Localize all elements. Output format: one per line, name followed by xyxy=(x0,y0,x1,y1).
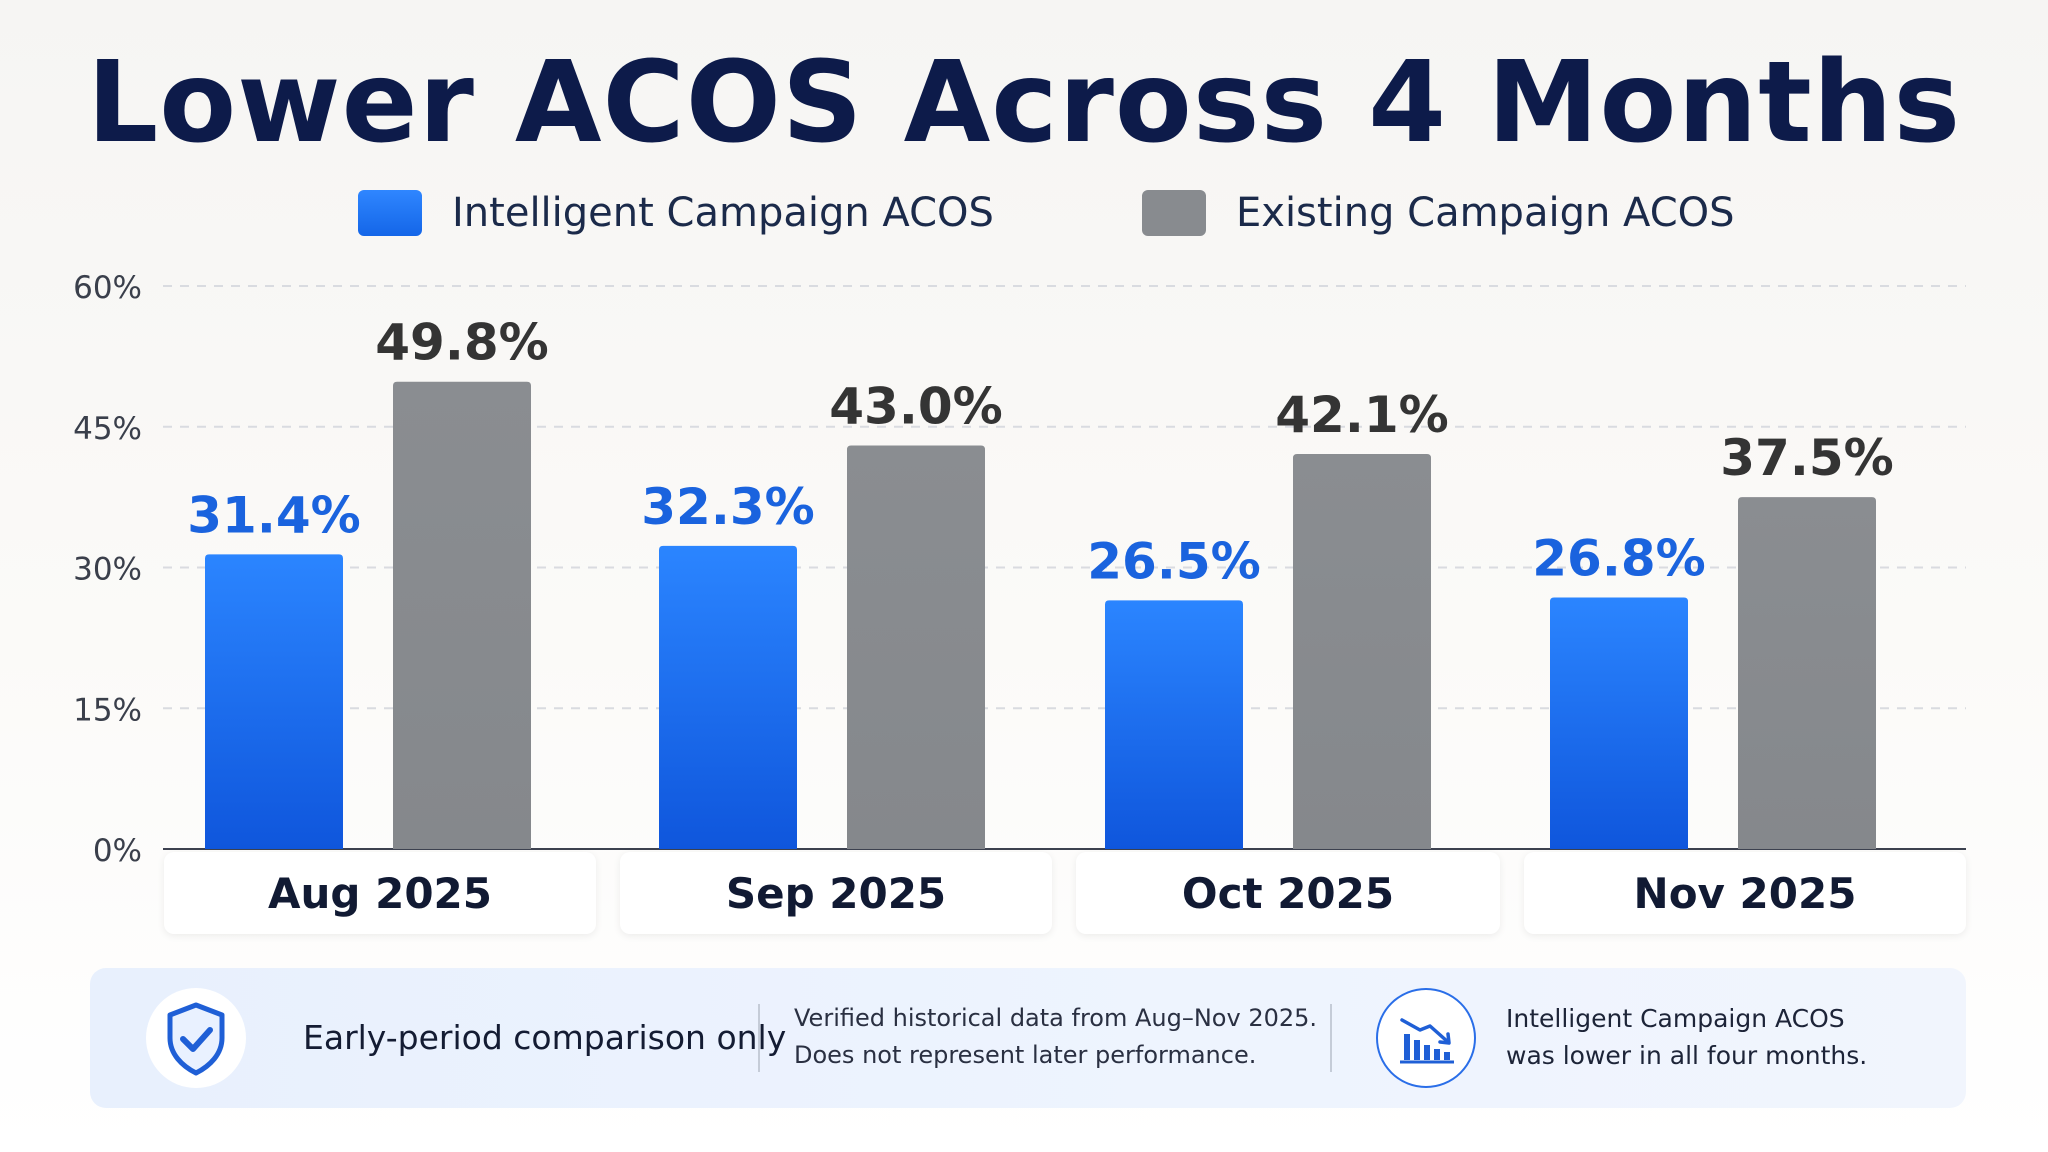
footer-note-line: Does not represent later performance. xyxy=(794,1041,1257,1069)
bar-existing xyxy=(1293,453,1431,849)
bar-intelligent xyxy=(659,545,797,849)
y-tick-label: 45% xyxy=(73,411,142,447)
legend-swatch-existing xyxy=(1142,190,1206,236)
legend-item-intelligent: Intelligent Campaign ACOS xyxy=(358,186,994,240)
data-label-existing: 42.1% xyxy=(1275,386,1448,444)
data-label-intelligent: 26.5% xyxy=(1087,532,1260,590)
data-label-intelligent: 26.8% xyxy=(1532,530,1705,588)
legend-item-existing: Existing Campaign ACOS xyxy=(1142,186,1735,240)
category-box-sep-2025: Sep 2025 xyxy=(620,852,1052,934)
shield-check-icon xyxy=(167,1002,225,1076)
data-label-existing: 37.5% xyxy=(1720,429,1893,487)
footer-summary-text: Intelligent Campaign ACOS was lower in a… xyxy=(1506,1000,1867,1074)
bar-intelligent xyxy=(1105,600,1243,849)
legend-label-existing: Existing Campaign ACOS xyxy=(1236,190,1735,236)
bar-intelligent xyxy=(205,554,343,849)
legend-label-intelligent: Intelligent Campaign ACOS xyxy=(452,190,994,236)
footer-note-text: Verified historical data from Aug–Nov 20… xyxy=(794,1000,1317,1074)
bar-existing xyxy=(393,381,531,849)
y-tick-label: 0% xyxy=(93,833,142,869)
footer-summary-line: was lower in all four months. xyxy=(1506,1041,1868,1070)
bar-chart-down-trend-icon xyxy=(1400,1018,1454,1064)
category-box-nov-2025: Nov 2025 xyxy=(1524,852,1966,934)
footer-summary-line: Intelligent Campaign ACOS xyxy=(1506,1004,1845,1033)
shield-badge xyxy=(146,988,246,1088)
footer-note-title: Early-period comparison only xyxy=(303,1018,787,1057)
y-tick-label: 15% xyxy=(73,692,142,728)
category-box-oct-2025: Oct 2025 xyxy=(1076,852,1500,934)
data-label-existing: 49.8% xyxy=(375,314,548,372)
bar-existing xyxy=(1738,497,1876,849)
trend-badge xyxy=(1376,988,1476,1088)
legend-swatch-intelligent xyxy=(358,190,422,236)
data-label-existing: 43.0% xyxy=(829,378,1002,436)
footer-note-line: Verified historical data from Aug–Nov 20… xyxy=(794,1004,1318,1032)
y-tick-label: 30% xyxy=(73,552,142,588)
footer-divider xyxy=(1330,1004,1332,1072)
chart-title: Lower ACOS Across 4 Months xyxy=(86,38,1962,168)
data-label-intelligent: 31.4% xyxy=(187,486,360,544)
footer-divider xyxy=(758,1004,760,1072)
bar-existing xyxy=(847,445,985,849)
data-label-intelligent: 32.3% xyxy=(641,478,814,536)
footer-info-panel: Early-period comparison only Verified hi… xyxy=(90,968,1966,1108)
bar-intelligent xyxy=(1550,597,1688,849)
category-box-aug-2025: Aug 2025 xyxy=(164,852,596,934)
y-tick-label: 60% xyxy=(73,270,142,306)
